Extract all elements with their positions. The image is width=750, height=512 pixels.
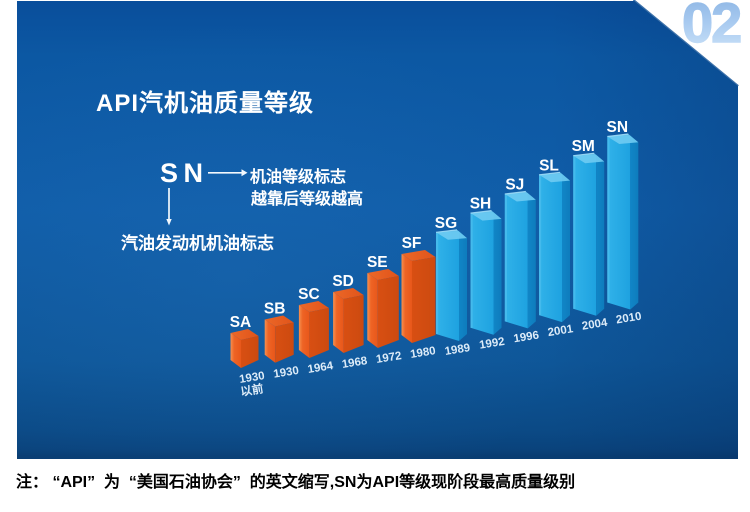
svg-text:1992: 1992 [478,336,505,352]
svg-text:以前: 以前 [239,381,264,399]
svg-text:1964: 1964 [307,360,335,376]
svg-text:2001: 2001 [547,323,575,339]
svg-text:SH: SH [470,196,492,213]
svg-text:2010: 2010 [615,311,642,327]
svg-text:1930: 1930 [238,370,265,386]
svg-text:SE: SE [367,254,388,271]
svg-text:1930: 1930 [273,365,300,381]
svg-text:SM: SM [572,138,595,155]
svg-text:SB: SB [264,301,286,318]
svg-text:SL: SL [539,157,559,174]
svg-text:2004: 2004 [581,317,609,333]
svg-text:1989: 1989 [444,342,471,358]
svg-text:02: 02 [682,0,740,50]
svg-text:SD: SD [332,273,354,290]
svg-text:SG: SG [435,215,457,232]
svg-text:1968: 1968 [341,355,369,371]
svg-text:1972: 1972 [375,350,402,366]
svg-text:SJ: SJ [505,177,524,194]
svg-text:SN: SN [607,119,629,136]
svg-text:1980: 1980 [409,345,436,361]
svg-text:SC: SC [298,286,320,303]
svg-text:SF: SF [402,235,422,252]
svg-text:1996: 1996 [513,330,540,346]
svg-text:SA: SA [230,314,252,331]
